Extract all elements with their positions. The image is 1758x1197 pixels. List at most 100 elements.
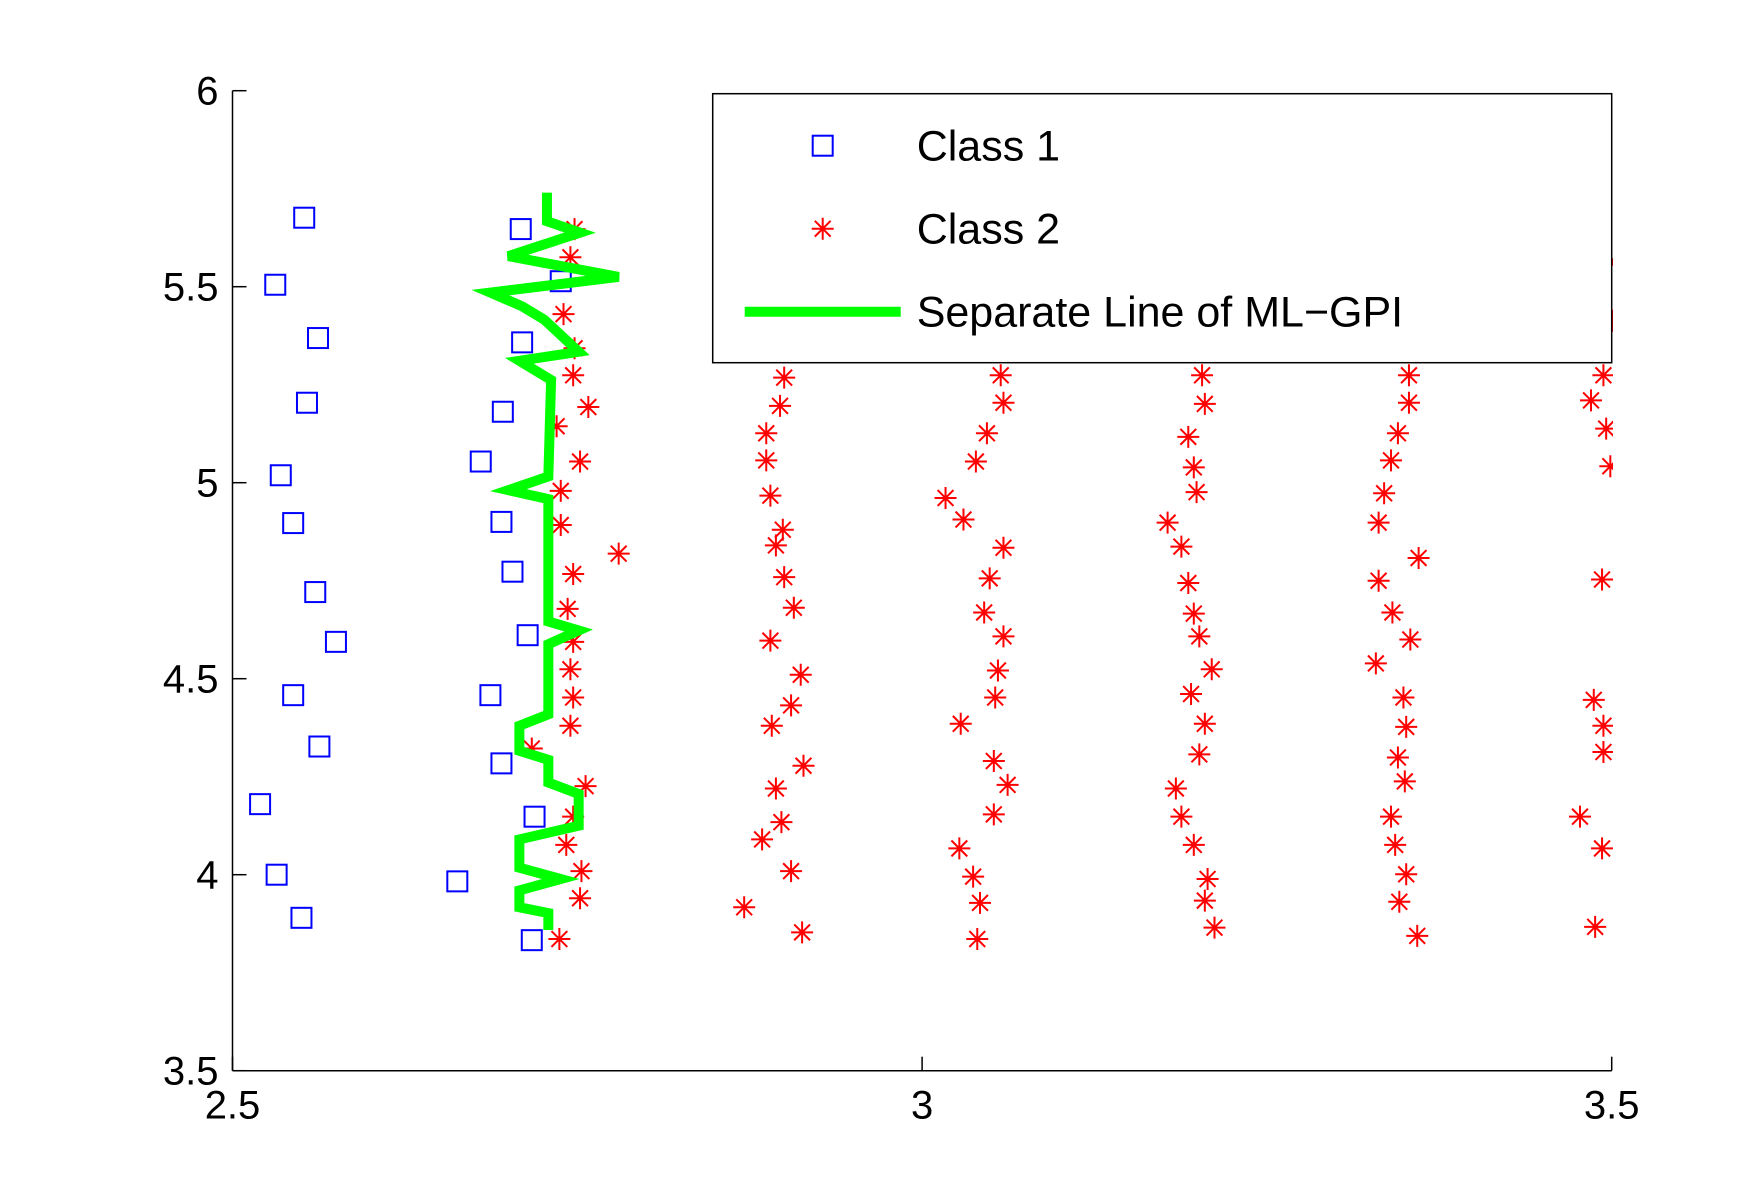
star-marker — [751, 828, 774, 851]
star-marker — [773, 566, 796, 589]
star-marker — [982, 803, 1005, 826]
legend-label: Class 2 — [917, 206, 1060, 254]
star-marker — [771, 518, 794, 541]
star-marker — [992, 536, 1015, 559]
star-marker — [1156, 511, 1179, 534]
star-marker — [1592, 364, 1613, 387]
star-marker — [1373, 482, 1396, 505]
star-marker — [520, 737, 543, 760]
star-marker — [770, 811, 793, 834]
legend-entry: Class 1 — [811, 123, 1060, 171]
star-marker — [782, 596, 805, 619]
star-marker — [1595, 417, 1613, 440]
star-marker — [1203, 916, 1226, 939]
star-marker — [570, 860, 593, 883]
square-marker — [509, 218, 532, 241]
star-marker — [1580, 389, 1603, 412]
star-marker — [1200, 658, 1223, 681]
star-marker — [769, 394, 792, 417]
x-tick-label: 3.5 — [1584, 1084, 1640, 1128]
star-marker — [1395, 863, 1418, 886]
square-marker — [490, 752, 513, 775]
star-marker — [948, 837, 971, 860]
star-marker — [1182, 456, 1205, 479]
star-marker — [759, 629, 782, 652]
star-marker — [555, 833, 578, 856]
star-marker — [1386, 746, 1409, 769]
star-marker — [1591, 568, 1613, 591]
star-marker — [780, 860, 803, 883]
star-marker — [1182, 833, 1205, 856]
star-marker — [966, 927, 989, 950]
star-marker — [764, 777, 787, 800]
square-marker — [269, 464, 292, 487]
star-marker — [1397, 391, 1420, 414]
legend-label: Separate Line of ML−GPI — [917, 289, 1403, 337]
x-tick-label: 2.5 — [205, 1084, 261, 1128]
star-marker — [1592, 714, 1613, 737]
x-tick-label: 3 — [911, 1084, 933, 1128]
square-marker — [264, 273, 287, 296]
star-marker — [562, 686, 585, 709]
square-marker — [523, 805, 546, 828]
square-marker — [293, 206, 316, 229]
star-marker — [1591, 837, 1613, 860]
star-marker — [973, 601, 996, 624]
star-marker — [978, 567, 1001, 590]
star-marker — [1407, 546, 1430, 569]
star-marker — [556, 597, 579, 620]
star-marker — [1367, 569, 1390, 592]
square-marker — [520, 929, 543, 952]
star-marker — [1193, 712, 1216, 735]
star-marker — [792, 754, 815, 777]
star-marker — [559, 246, 582, 269]
square-marker — [501, 560, 524, 583]
star-marker — [949, 712, 972, 735]
star-marker — [548, 927, 571, 950]
star-marker — [559, 658, 582, 681]
star-marker — [969, 891, 992, 914]
star-marker — [755, 422, 778, 445]
star-marker — [1397, 364, 1420, 387]
legend-marker — [811, 134, 834, 157]
y-tick-label: 5.5 — [163, 266, 219, 310]
square-marker — [479, 684, 502, 707]
plot-area — [249, 192, 1613, 952]
star-marker — [1584, 915, 1607, 938]
star-marker — [1568, 805, 1591, 828]
star-marker — [549, 514, 572, 537]
star-marker — [1592, 741, 1613, 764]
star-marker — [780, 694, 803, 717]
star-marker — [1384, 833, 1407, 856]
star-marker — [1182, 602, 1205, 625]
star-marker — [1177, 572, 1200, 595]
star-marker — [992, 391, 1015, 414]
star-marker — [962, 865, 985, 888]
star-marker — [992, 625, 1015, 648]
star-marker — [1170, 805, 1193, 828]
star-marker — [733, 896, 756, 919]
legend-entry: Class 2 — [811, 206, 1060, 254]
star-marker — [569, 887, 592, 910]
square-marker — [511, 331, 534, 354]
square-marker — [295, 391, 318, 414]
star-marker — [1392, 686, 1415, 709]
star-marker — [982, 750, 1005, 773]
star-marker — [1582, 688, 1605, 711]
star-marker — [1180, 682, 1203, 705]
star-marker — [1380, 449, 1403, 472]
square-marker — [308, 735, 331, 758]
square-marker — [249, 793, 272, 816]
star-marker — [1599, 455, 1613, 478]
star-marker — [952, 508, 975, 531]
star-marker — [1393, 770, 1416, 793]
star-marker — [989, 364, 1012, 387]
star-marker — [577, 396, 600, 419]
star-marker — [1170, 535, 1193, 558]
y-tick-label: 4.5 — [163, 658, 219, 702]
star-marker — [545, 415, 568, 438]
star-marker — [1395, 715, 1418, 738]
star-marker — [1364, 652, 1387, 675]
square-marker — [290, 906, 313, 929]
square-marker — [469, 450, 492, 473]
